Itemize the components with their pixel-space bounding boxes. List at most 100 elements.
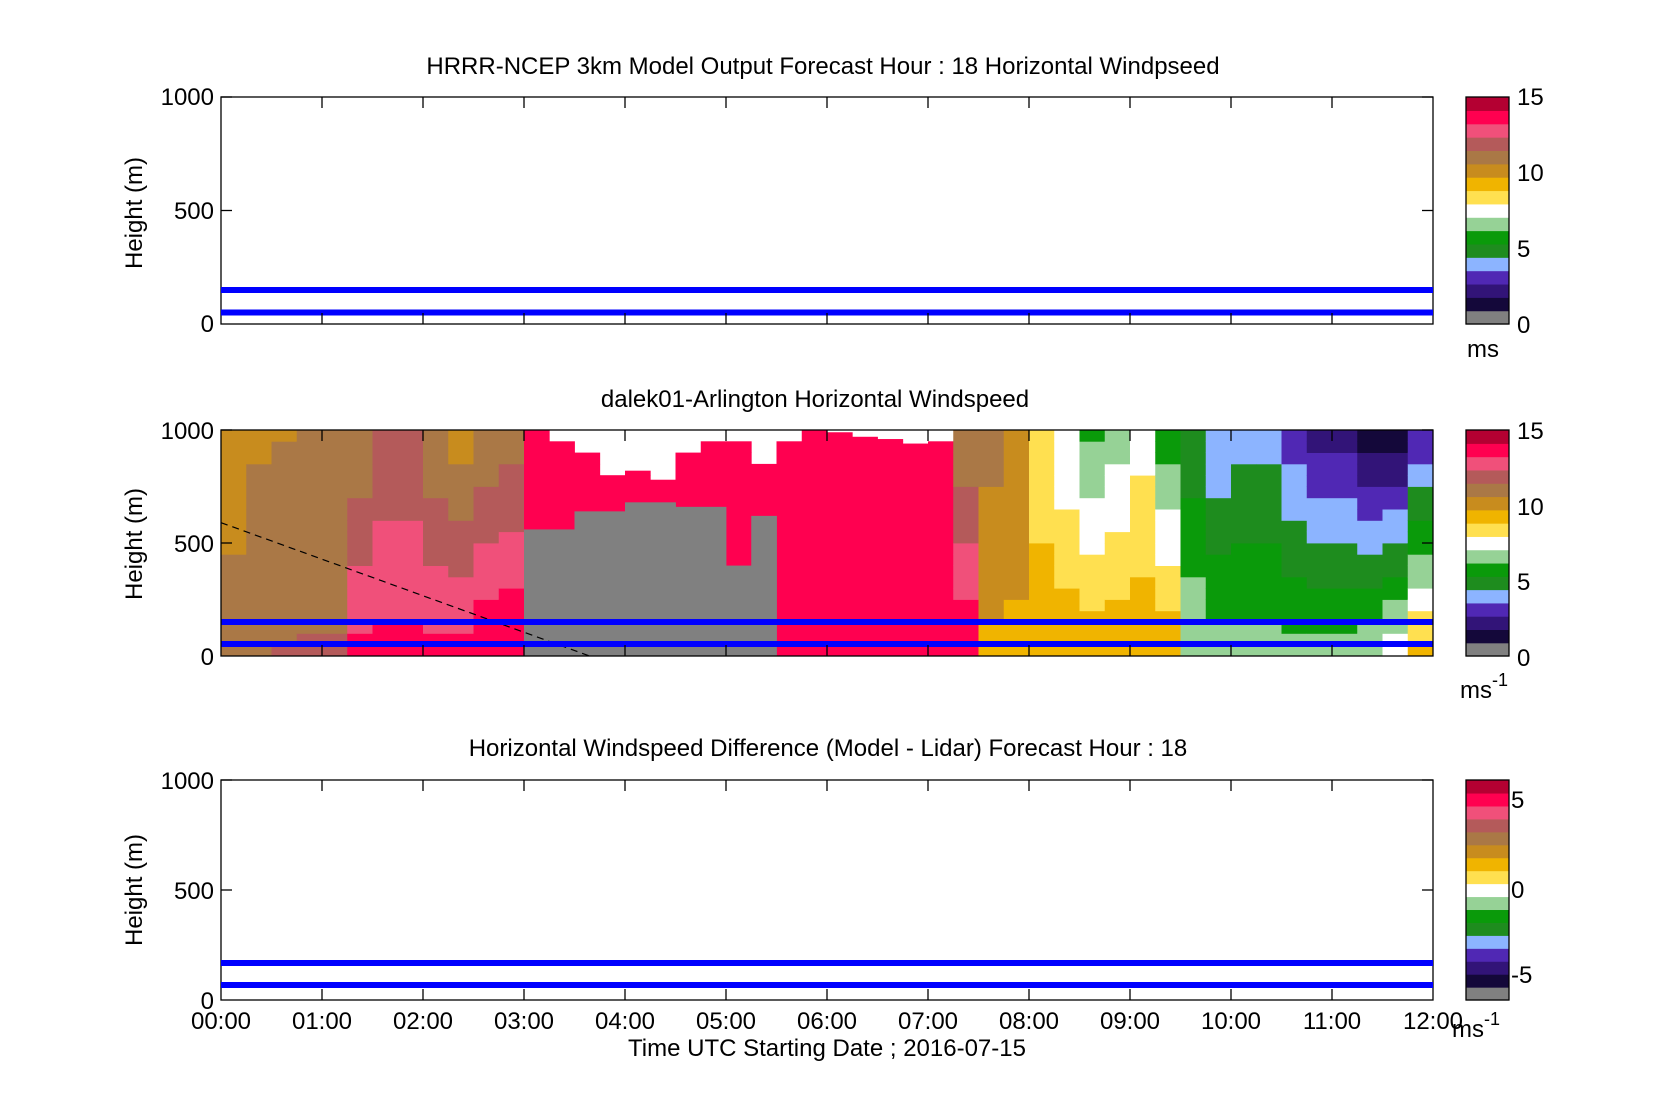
heatmap-cell bbox=[448, 509, 474, 521]
heatmap-cell bbox=[1256, 497, 1282, 510]
heatmap-cell bbox=[953, 531, 979, 544]
heatmap-cell bbox=[776, 554, 803, 566]
panel-diff-title: Horizontal Windspeed Difference (Model -… bbox=[469, 735, 1188, 762]
heatmap-cell bbox=[1357, 486, 1383, 499]
heatmap-cell bbox=[1205, 610, 1232, 623]
heatmap-cell bbox=[473, 463, 500, 476]
heatmap-cell bbox=[1382, 644, 1409, 657]
cb-tick-10: 10 bbox=[1517, 494, 1544, 521]
heatmap-cell bbox=[448, 520, 474, 533]
heatmap-cell bbox=[1306, 509, 1333, 521]
heatmap-cell bbox=[1382, 509, 1409, 521]
heatmap-cell bbox=[498, 531, 525, 544]
heatmap-cell bbox=[801, 509, 828, 521]
heatmap-cell bbox=[852, 622, 878, 634]
heatmap-cell bbox=[1357, 452, 1383, 465]
colorbar-swatch bbox=[1466, 217, 1509, 232]
heatmap-cell bbox=[1155, 565, 1181, 578]
heatmap-cell bbox=[1180, 520, 1207, 533]
heatmap-cell bbox=[296, 565, 323, 578]
heatmap-cell bbox=[1357, 622, 1383, 634]
heatmap-cell bbox=[1029, 430, 1055, 442]
heatmap-cell bbox=[1205, 622, 1232, 634]
panel-diff-ylabel: Height (m) bbox=[121, 834, 148, 946]
heatmap-cell bbox=[877, 441, 904, 453]
heatmap-cell bbox=[397, 520, 424, 533]
heatmap-cell bbox=[827, 633, 853, 646]
heatmap-cell bbox=[1332, 486, 1358, 499]
heatmap-cell bbox=[372, 565, 399, 578]
heatmap-cell bbox=[1231, 475, 1257, 487]
heatmap-cell bbox=[852, 633, 878, 646]
heatmap-cell bbox=[1155, 554, 1181, 566]
heatmap-cell bbox=[423, 576, 449, 589]
heatmap-cell bbox=[1256, 430, 1282, 442]
heatmap-cell bbox=[473, 622, 500, 634]
heatmap-cell bbox=[801, 452, 828, 465]
heatmap-cell bbox=[776, 486, 803, 499]
heatmap-cell bbox=[978, 622, 1005, 634]
heatmap-cell bbox=[1130, 531, 1156, 544]
panel-lidar-colorbar-gradient bbox=[1466, 430, 1509, 657]
heatmap-cell bbox=[347, 633, 373, 646]
heatmap-cell bbox=[726, 543, 752, 555]
heatmap-cell bbox=[801, 441, 828, 453]
heatmap-cell bbox=[1003, 633, 1030, 646]
xtick-label: 06:00 bbox=[797, 1008, 857, 1035]
heatmap-cell bbox=[1382, 576, 1409, 589]
heatmap-cell bbox=[726, 486, 752, 499]
lidar-dashed-line bbox=[220, 522, 590, 657]
heatmap-cell bbox=[322, 441, 348, 453]
heatmap-cell bbox=[1054, 509, 1080, 521]
heatmap-cell bbox=[322, 497, 348, 510]
heatmap-cell bbox=[1357, 633, 1383, 646]
heatmap-cell bbox=[1029, 543, 1055, 555]
heatmap-cell bbox=[296, 452, 323, 465]
heatmap-cell bbox=[322, 452, 348, 465]
cb-tick-0: 0 bbox=[1517, 312, 1530, 339]
heatmap-cell bbox=[498, 576, 525, 589]
heatmap-cell bbox=[953, 430, 979, 442]
heatmap-cell bbox=[928, 531, 954, 544]
heatmap-cell bbox=[1003, 463, 1030, 476]
heatmap-cell bbox=[1382, 565, 1409, 578]
heatmap-cell bbox=[372, 486, 399, 499]
heatmap-cell bbox=[498, 588, 525, 600]
heatmap-cell bbox=[423, 452, 449, 465]
heatmap-cell bbox=[1079, 610, 1106, 623]
heatmap-cell bbox=[296, 509, 323, 521]
ytick-label-500: 500 bbox=[174, 531, 214, 558]
heatmap-cell bbox=[902, 599, 929, 612]
heatmap-cell bbox=[1306, 452, 1333, 465]
heatmap-cell bbox=[1382, 531, 1409, 544]
colorbar-swatch bbox=[1466, 443, 1509, 458]
heatmap-cell bbox=[397, 599, 424, 612]
colorbar-swatch bbox=[1466, 589, 1509, 604]
heatmap-cell bbox=[801, 588, 828, 600]
heatmap-cell bbox=[221, 475, 247, 487]
heatmap-cell bbox=[1003, 610, 1030, 623]
heatmap-cell bbox=[1155, 599, 1181, 612]
heatmap-cell bbox=[1130, 463, 1156, 476]
heatmap-cell bbox=[246, 588, 272, 600]
panel-diff-colorbar: 5 0 -5 ms-1 bbox=[1452, 779, 1532, 1043]
heatmap-cell bbox=[347, 554, 373, 566]
heatmap-cell bbox=[700, 475, 727, 487]
colorbar-swatch bbox=[1466, 883, 1509, 898]
heatmap-cell bbox=[448, 463, 474, 476]
heatmap-cell bbox=[397, 576, 424, 589]
panel-diff-axes-box bbox=[220, 779, 1434, 1001]
heatmap-cell bbox=[827, 432, 853, 442]
heatmap-cell bbox=[1281, 430, 1308, 442]
heatmap-cell bbox=[1079, 576, 1106, 589]
heatmap-cell bbox=[776, 452, 803, 465]
heatmap-cell bbox=[1003, 441, 1030, 453]
heatmap-cell bbox=[423, 588, 449, 600]
heatmap-cell bbox=[1003, 475, 1030, 487]
heatmap-cell bbox=[322, 430, 348, 442]
heatmap-cell bbox=[801, 633, 828, 646]
heatmap-cell bbox=[1231, 554, 1257, 566]
heatmap-cell bbox=[776, 463, 803, 476]
heatmap-cell bbox=[1029, 576, 1055, 589]
cb-tick-minus-5: -5 bbox=[1511, 962, 1532, 989]
